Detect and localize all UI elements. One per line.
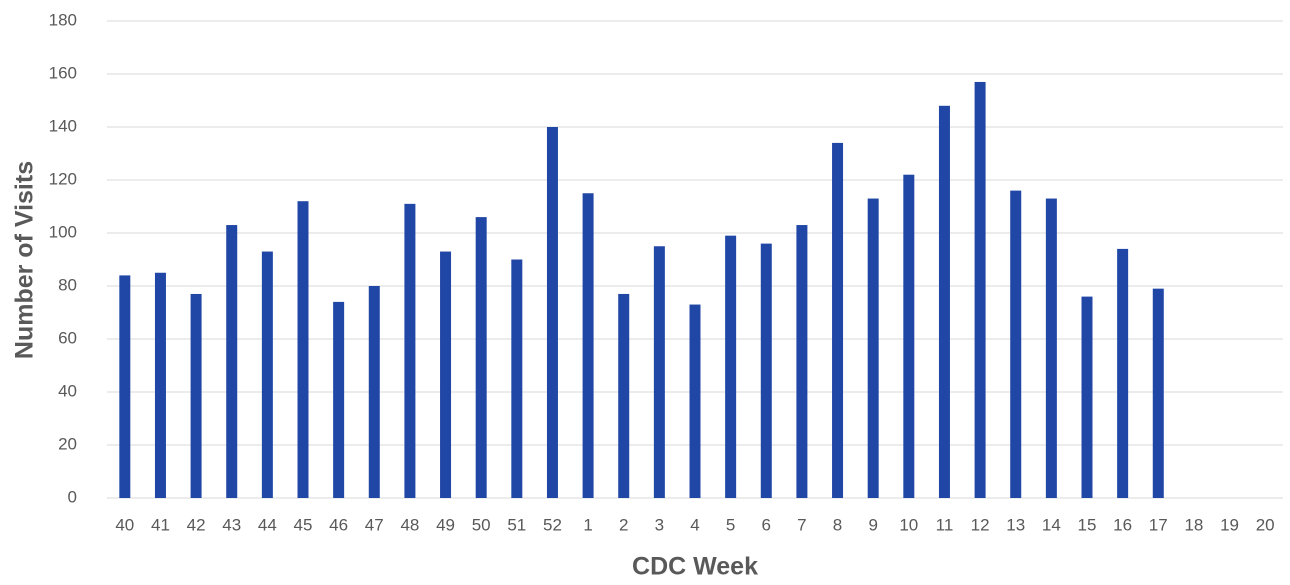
bar	[190, 293, 202, 498]
bar	[618, 293, 630, 498]
bar	[404, 203, 416, 498]
x-tick-label: 52	[543, 515, 562, 534]
bar	[867, 198, 879, 499]
x-tick-label: 7	[797, 515, 806, 534]
x-tick-label: 40	[115, 515, 134, 534]
bar	[1117, 248, 1129, 498]
x-tick-label: 10	[899, 515, 918, 534]
x-tick-label: 14	[1042, 515, 1061, 534]
y-tick-label: 160	[49, 63, 77, 82]
x-tick-label: 47	[365, 515, 384, 534]
y-tick-label: 0	[68, 487, 77, 506]
x-tick-label: 20	[1256, 515, 1275, 534]
bar	[938, 105, 950, 499]
bar	[832, 142, 844, 498]
bar	[1081, 296, 1093, 498]
x-tick-label: 49	[436, 515, 455, 534]
x-axis-title: CDC Week	[632, 553, 758, 581]
y-tick-label: 60	[58, 328, 77, 347]
bar	[1010, 190, 1022, 498]
bar	[297, 201, 309, 498]
y-tick-label: 180	[49, 10, 77, 29]
x-tick-label: 12	[971, 515, 990, 534]
y-tick-label: 80	[58, 275, 77, 294]
x-tick-label: 42	[187, 515, 206, 534]
y-tick-label: 140	[49, 116, 77, 135]
x-tick-label: 5	[726, 515, 735, 534]
x-tick-label: 15	[1078, 515, 1097, 534]
x-tick-label: 17	[1149, 515, 1168, 534]
x-tick-label: 46	[329, 515, 348, 534]
bar	[333, 301, 345, 498]
bar	[725, 235, 737, 498]
bar	[119, 275, 131, 498]
bar	[1045, 198, 1057, 499]
y-tick-label: 100	[49, 222, 77, 241]
x-tick-label: 13	[1006, 515, 1025, 534]
y-tick-label: 40	[58, 381, 77, 400]
bar	[511, 259, 523, 498]
x-tick-label: 44	[258, 515, 277, 534]
x-tick-label: 8	[833, 515, 842, 534]
bar	[689, 304, 701, 498]
y-axis-title: Number of Visits	[11, 161, 39, 359]
bar	[546, 127, 558, 498]
x-tick-label: 48	[400, 515, 419, 534]
bar	[154, 272, 166, 498]
x-tick-label: 11	[936, 515, 954, 534]
x-tick-label: 3	[655, 515, 664, 534]
x-tick-label: 50	[472, 515, 491, 534]
bar	[653, 246, 665, 498]
bar	[475, 217, 487, 498]
bar	[974, 81, 986, 498]
x-tick-label: 1	[583, 515, 592, 534]
bar	[796, 225, 808, 499]
bar	[440, 251, 452, 498]
x-tick-label: 4	[690, 515, 699, 534]
x-tick-label: 6	[762, 515, 771, 534]
bar	[760, 243, 772, 498]
bar	[1152, 288, 1164, 498]
x-tick-label: 43	[222, 515, 241, 534]
bar	[582, 193, 594, 498]
x-tick-label: 51	[507, 515, 526, 534]
x-tick-label: 41	[151, 515, 170, 534]
x-tick-label: 9	[868, 515, 877, 534]
x-tick-label: 18	[1184, 515, 1203, 534]
x-tick-label: 45	[294, 515, 313, 534]
y-tick-label: 20	[58, 434, 77, 453]
x-tick-label: 2	[619, 515, 628, 534]
x-tick-label: 16	[1113, 515, 1132, 534]
bar	[368, 286, 380, 498]
bar	[226, 225, 238, 499]
bar	[261, 251, 273, 498]
bar	[903, 174, 915, 498]
y-tick-label: 120	[49, 169, 77, 188]
x-tick-label: 19	[1220, 515, 1239, 534]
